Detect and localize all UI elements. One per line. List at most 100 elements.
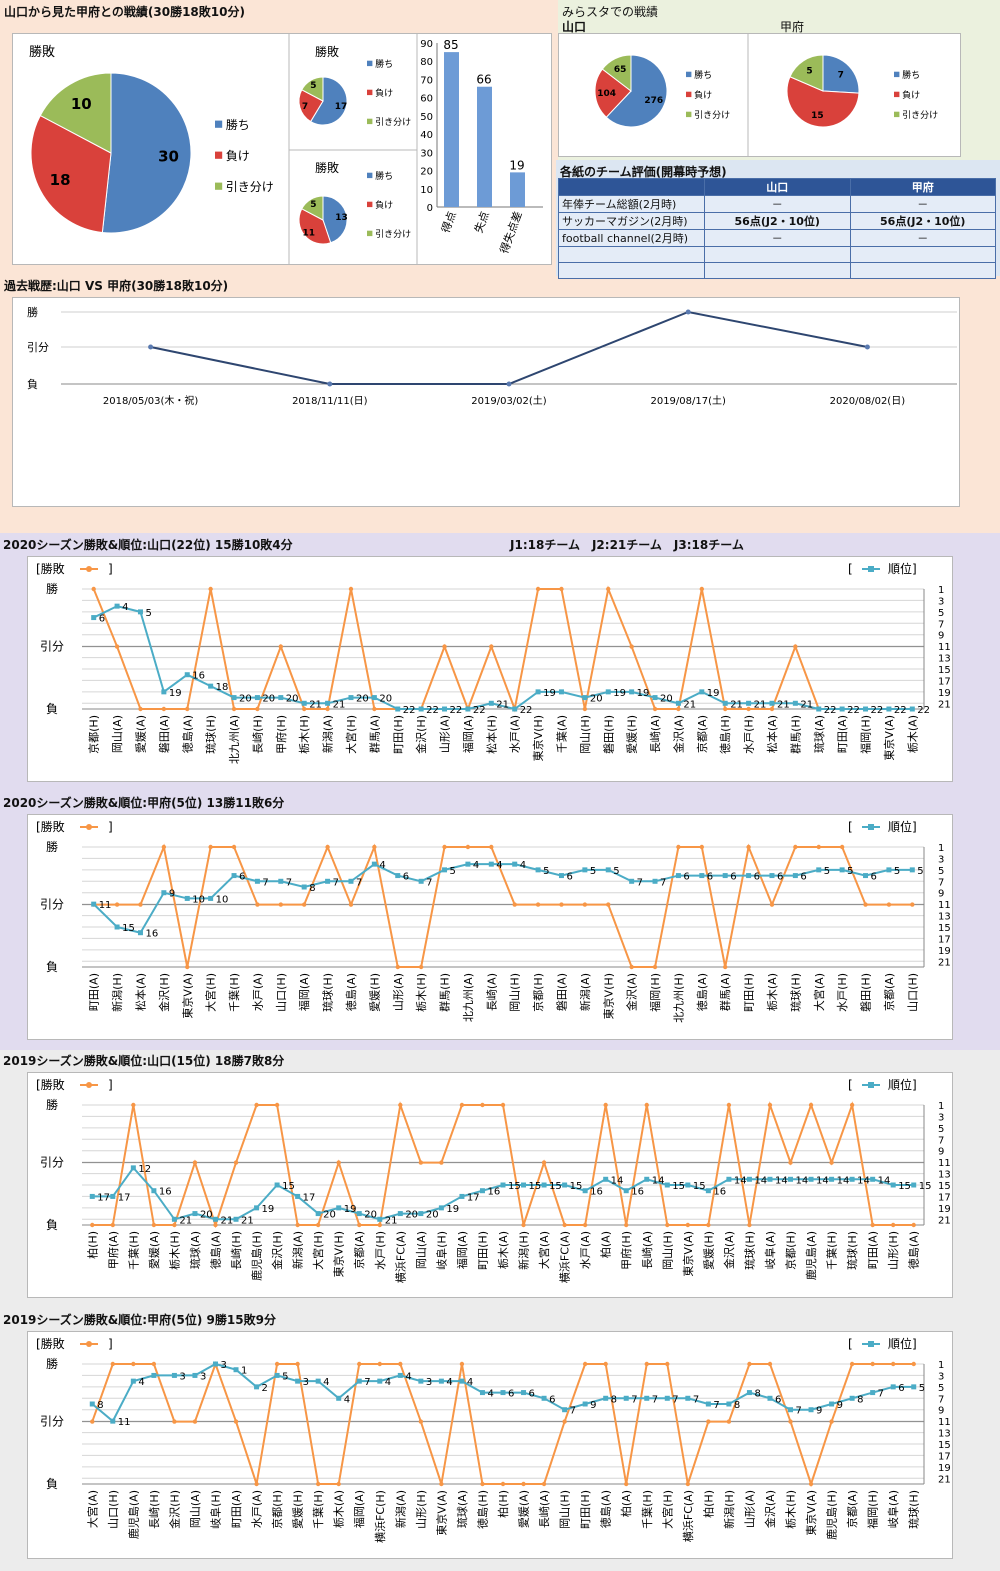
season-result-point-14 <box>377 1222 382 1228</box>
season-rank-label-11: 7 <box>356 877 362 888</box>
season-rank-point-29 <box>769 873 775 879</box>
history-xlabel-4: 2020/08/02(日) <box>830 396 906 407</box>
season-rank-point-12 <box>371 861 377 867</box>
season-rank-point-20 <box>500 1182 506 1188</box>
season-result-line <box>92 585 913 713</box>
h2h-pie-big-title: 勝敗 <box>29 45 55 60</box>
season-result-point-3 <box>151 1361 157 1367</box>
season-result-line <box>93 843 913 968</box>
season-xlabel-11: 大宮(H) <box>311 1231 325 1270</box>
season-rank-point-9 <box>301 700 307 706</box>
season-rank-label-22: 19 <box>613 688 626 699</box>
season-rank-point-13 <box>395 873 401 879</box>
season-rank-tick: 13 <box>938 654 951 665</box>
season-result-point-30 <box>706 1419 711 1424</box>
season-rank-label-23: 19 <box>637 688 650 699</box>
season-rank-point-16 <box>465 861 471 867</box>
season-ylabel-win: 勝 <box>46 1097 58 1112</box>
season-xlabel-8: 甲府(H) <box>274 715 288 754</box>
season-rank-point-27 <box>722 700 728 706</box>
season-xlabel-3: 愛媛(A) <box>147 1231 161 1269</box>
season-result-point-24 <box>582 1361 588 1367</box>
season-result-point-9 <box>274 1361 280 1367</box>
season-xlabel-2: 松本(A) <box>133 973 147 1011</box>
season-rank-point-15 <box>397 1211 403 1217</box>
season-result-point-10 <box>325 844 330 850</box>
season-xlabel-4: 金沢(H) <box>167 1490 181 1529</box>
season-rank-label-37: 14 <box>857 1175 870 1186</box>
h2h-pie-away-legend-swatch-1 <box>367 201 373 208</box>
season-xlabel-9: 京都(H) <box>270 1490 284 1529</box>
season-rank-point-19 <box>479 1390 485 1396</box>
season-result-point-7 <box>255 902 260 907</box>
season-rank-label-35: 5 <box>917 866 923 877</box>
season-rank-point-14 <box>377 1378 383 1384</box>
season-xlabel-20: 柏(H) <box>496 1490 510 1518</box>
season-xlabel-29: 栃木(A) <box>765 973 779 1011</box>
season-xlabel-6: 徳島(A) <box>208 1231 222 1269</box>
eval-header-row: 山口 甲府 <box>558 178 996 196</box>
season-rank-label-8: 2 <box>262 1383 268 1394</box>
season-ylabel-win: 勝 <box>46 581 58 596</box>
season-rank-label-14: 22 <box>426 705 439 716</box>
season-legend-left-text: [勝敗 <box>36 561 65 576</box>
season-xlabel-4: 東京V(A) <box>180 973 194 1019</box>
season-rank-point-2 <box>137 930 143 936</box>
mirasuta-pie-yamaguchi-label-2: 65 <box>614 65 627 75</box>
season-result-point-33 <box>767 1102 773 1108</box>
season-result-point-22 <box>541 1160 547 1165</box>
eval-cell <box>558 262 705 279</box>
season-legend-right-marker <box>868 566 874 572</box>
bar-2 <box>510 172 525 207</box>
season-xlabel-34: 東京V(A) <box>882 715 896 761</box>
season-xlabel-11: 大宮(H) <box>344 715 358 754</box>
season-result-point-10 <box>325 706 330 712</box>
season-rank-label-10: 7 <box>333 877 339 888</box>
season-rank-label-21: 15 <box>529 1181 542 1192</box>
season-xlabel-29: 松本(A) <box>765 715 779 753</box>
season-panel-4: [勝敗][順位] 1 3 5 7 9 11 13 15 17 19 21 勝引分負大宮(A) 山口(H) 鹿… <box>27 1331 953 1559</box>
season-result-point-23 <box>629 964 634 970</box>
season-result-point-35 <box>808 1102 814 1108</box>
mirasuta-pie-yamaguchi-slice-0 <box>605 54 668 128</box>
season-result-point-1 <box>114 644 120 649</box>
mirasuta-pie-kofu-label-2: 5 <box>806 67 812 77</box>
season-xlabel-1: 甲府(A) <box>106 1231 120 1269</box>
season-rank-label-24: 7 <box>660 877 666 888</box>
season-rank-point-10 <box>295 1378 301 1384</box>
season-xlabel-22: 東京V(H) <box>601 973 615 1019</box>
season-rank-point-35 <box>808 1407 814 1413</box>
eval-cell: サッカーマガジン(2月時) <box>558 212 705 230</box>
season-result-point-30 <box>793 844 798 850</box>
season-rank-label-14: 21 <box>385 1215 398 1226</box>
season-xlabel-8: 水戸(A) <box>251 1490 264 1528</box>
season-xlabel-6: 千葉(H) <box>227 973 241 1012</box>
season-result-point-1 <box>110 1361 116 1367</box>
season-result-point-12 <box>372 706 377 712</box>
season-rank-tick: 5 <box>938 608 944 619</box>
season-xlabel-0: 大宮(A) <box>85 1490 99 1528</box>
season-ylabel-loss: 負 <box>46 1218 58 1232</box>
season-rank-label-32: 8 <box>754 1389 760 1400</box>
season-rank-label-30: 16 <box>713 1187 726 1198</box>
season-rank-label-22: 5 <box>613 866 619 877</box>
season-rank-point-18 <box>459 1378 465 1384</box>
season-rank-label-27: 7 <box>652 1394 658 1405</box>
h2h-pie-away-legend-text-0: 勝ち <box>375 170 393 182</box>
season-rank-point-16 <box>418 1378 424 1384</box>
season-rank-tick: 21 <box>938 957 951 968</box>
season-rank-point-28 <box>746 700 752 706</box>
season-result-point-19 <box>480 1102 485 1108</box>
season-xlabel-28: 岡山(H) <box>661 1231 674 1270</box>
season-rank-label-15: 5 <box>450 866 456 877</box>
season-result-point-17 <box>439 1160 444 1165</box>
season-result-point-27 <box>722 964 728 970</box>
eval-row <box>558 246 996 263</box>
season-result-point-25 <box>676 706 681 712</box>
season-rank-point-33 <box>863 706 869 712</box>
season-rank-point-32 <box>839 867 845 873</box>
season-xlabel-20: 千葉(A) <box>554 715 568 753</box>
season-rank-label-4: 3 <box>179 1371 185 1382</box>
season-rank-label-38: 14 <box>878 1175 891 1186</box>
